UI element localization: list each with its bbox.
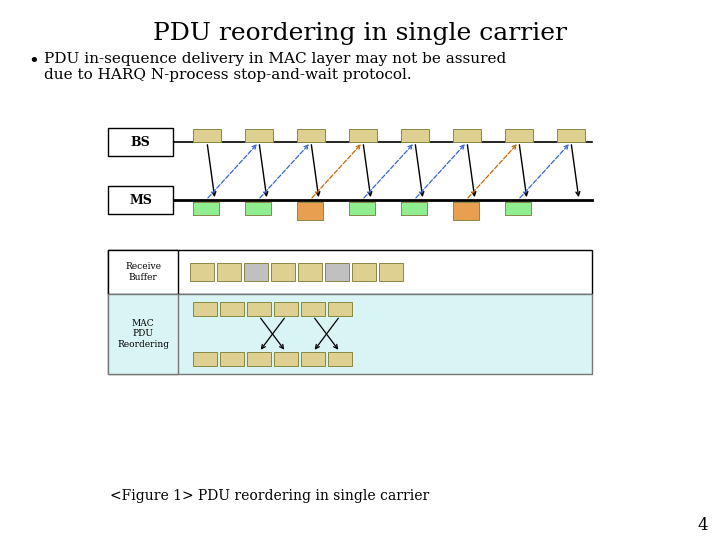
Text: 2: 2 (256, 131, 262, 140)
Text: 5: 5 (337, 305, 343, 314)
Bar (328, 352, 352, 366)
Bar (274, 302, 298, 316)
Bar (301, 352, 325, 366)
Text: 3: 3 (307, 267, 313, 276)
Bar (379, 263, 403, 281)
Bar (328, 302, 352, 316)
Text: 6: 6 (310, 305, 316, 314)
Bar (297, 129, 325, 142)
Text: NACK: NACK (298, 211, 322, 219)
Text: 3: 3 (308, 131, 314, 140)
Bar (453, 202, 479, 220)
Text: 5: 5 (464, 131, 470, 140)
Text: 2: 2 (226, 267, 232, 276)
Bar (244, 263, 268, 281)
Text: 3: 3 (412, 131, 418, 140)
Text: 3: 3 (516, 131, 522, 140)
Bar (401, 202, 427, 215)
Text: MAC
PDU
Reordering: MAC PDU Reordering (117, 319, 169, 349)
Text: PDU reordering in single carrier: PDU reordering in single carrier (153, 22, 567, 45)
Text: 6: 6 (361, 267, 367, 276)
Bar (274, 352, 298, 366)
Text: •: • (28, 52, 39, 70)
Bar (352, 263, 376, 281)
Text: <Figure 1> PDU reordering in single carrier: <Figure 1> PDU reordering in single carr… (110, 489, 430, 503)
Text: NACK: NACK (454, 211, 478, 219)
Bar (193, 352, 217, 366)
Bar (245, 202, 271, 215)
Text: 4: 4 (283, 354, 289, 363)
Text: 3: 3 (283, 305, 289, 314)
Text: 2ACK: 2ACK (247, 205, 269, 213)
Text: 6ACK: 6ACK (507, 205, 529, 213)
Bar (557, 129, 585, 142)
Text: 3ACK: 3ACK (403, 205, 425, 213)
Bar (453, 129, 481, 142)
Text: 6: 6 (337, 354, 343, 363)
Text: 1ACK: 1ACK (195, 205, 217, 213)
Bar (220, 352, 244, 366)
Bar (193, 202, 219, 215)
Text: Receive
Buffer: Receive Buffer (125, 262, 161, 282)
Text: BS: BS (130, 136, 150, 148)
Text: 2: 2 (229, 354, 235, 363)
Text: 4: 4 (360, 131, 366, 140)
Bar (193, 302, 217, 316)
Text: PDU in-sequence delivery in MAC layer may not be assured: PDU in-sequence delivery in MAC layer ma… (44, 52, 506, 66)
Bar (301, 302, 325, 316)
Bar (108, 250, 178, 294)
Text: 5: 5 (388, 267, 394, 276)
Bar (271, 263, 295, 281)
Bar (505, 202, 531, 215)
Bar (193, 129, 221, 142)
Text: 5: 5 (310, 354, 316, 363)
Bar (108, 186, 173, 214)
Text: 4: 4 (698, 516, 708, 534)
Bar (297, 202, 323, 220)
Bar (108, 250, 592, 294)
Text: 4: 4 (280, 267, 286, 276)
Text: 1: 1 (199, 267, 205, 276)
Text: 3: 3 (256, 354, 262, 363)
Bar (220, 302, 244, 316)
Bar (190, 263, 214, 281)
Bar (505, 129, 533, 142)
Text: 4ACK: 4ACK (351, 205, 373, 213)
Bar (298, 263, 322, 281)
Text: 4: 4 (256, 305, 262, 314)
Bar (401, 129, 429, 142)
Text: MS: MS (129, 193, 152, 206)
Text: due to HARQ N-process stop-and-wait protocol.: due to HARQ N-process stop-and-wait prot… (44, 68, 412, 82)
Bar (108, 294, 178, 374)
Bar (108, 294, 592, 374)
Text: 1: 1 (204, 131, 210, 140)
Text: 5: 5 (464, 204, 469, 212)
Bar (247, 302, 271, 316)
Bar (217, 263, 241, 281)
Bar (325, 263, 349, 281)
Text: 1: 1 (202, 354, 208, 363)
Text: 1: 1 (202, 305, 208, 314)
Text: 3: 3 (307, 204, 312, 212)
Bar (247, 352, 271, 366)
Text: 5: 5 (568, 131, 574, 140)
Text: 2: 2 (229, 305, 235, 314)
Bar (108, 128, 173, 156)
Bar (349, 202, 375, 215)
Bar (349, 129, 377, 142)
Bar (245, 129, 273, 142)
